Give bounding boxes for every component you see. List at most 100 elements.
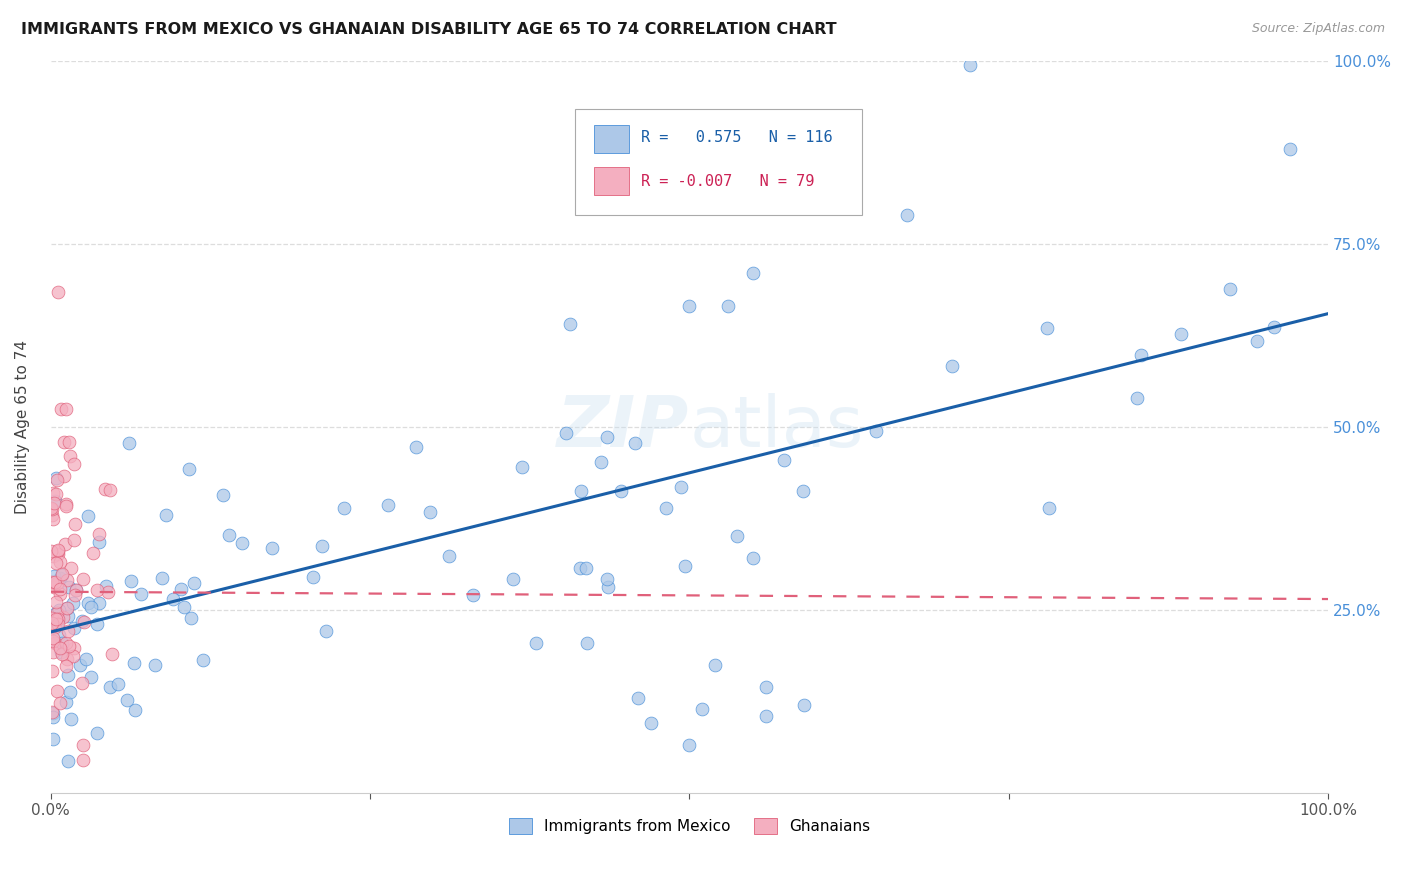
Point bbox=[524, 636, 547, 650]
Point bbox=[610, 483, 633, 498]
Point bbox=[63, 517, 86, 532]
Point bbox=[44, 494, 66, 508]
Point bbox=[62, 596, 84, 610]
Point bbox=[755, 680, 778, 694]
Point bbox=[59, 712, 82, 726]
Point bbox=[56, 574, 79, 588]
Point bbox=[865, 424, 887, 438]
Point bbox=[46, 544, 69, 558]
Point bbox=[42, 706, 65, 720]
Point bbox=[58, 640, 80, 654]
Point bbox=[1219, 281, 1241, 295]
Point bbox=[96, 579, 118, 593]
Point bbox=[55, 659, 77, 673]
Point bbox=[332, 500, 354, 515]
Point bbox=[510, 459, 533, 474]
Point bbox=[120, 574, 142, 588]
Point bbox=[569, 560, 592, 574]
Point bbox=[45, 606, 67, 620]
Point bbox=[49, 587, 72, 601]
Point bbox=[941, 359, 963, 373]
Point bbox=[52, 434, 75, 449]
Point bbox=[59, 450, 82, 464]
Point bbox=[63, 588, 86, 602]
Point bbox=[1246, 334, 1268, 348]
Point bbox=[793, 698, 815, 713]
Point bbox=[704, 657, 727, 672]
Point bbox=[70, 675, 93, 690]
Point bbox=[46, 684, 69, 698]
Text: R =   0.575   N = 116: R = 0.575 N = 116 bbox=[641, 130, 832, 145]
Point bbox=[82, 546, 104, 560]
Point bbox=[41, 622, 63, 636]
Point bbox=[75, 652, 97, 666]
Point bbox=[780, 178, 803, 193]
Point bbox=[1036, 321, 1059, 335]
Point bbox=[62, 648, 84, 663]
Point bbox=[596, 430, 619, 444]
Point bbox=[41, 664, 63, 678]
Point bbox=[89, 596, 111, 610]
Point bbox=[717, 299, 740, 313]
Point bbox=[46, 473, 69, 487]
Point bbox=[55, 401, 77, 416]
Point bbox=[502, 572, 524, 586]
Point bbox=[690, 702, 713, 716]
Point bbox=[41, 616, 63, 631]
Point bbox=[177, 461, 200, 475]
Point bbox=[959, 58, 981, 72]
Point bbox=[56, 668, 79, 682]
Point bbox=[150, 571, 173, 585]
Point bbox=[72, 753, 94, 767]
Point bbox=[70, 614, 93, 628]
Point bbox=[45, 612, 67, 626]
Point bbox=[46, 543, 69, 558]
Point bbox=[742, 266, 765, 280]
Point bbox=[80, 670, 103, 684]
Point bbox=[262, 541, 284, 556]
Legend: Immigrants from Mexico, Ghanaians: Immigrants from Mexico, Ghanaians bbox=[503, 812, 876, 840]
Text: ZIP: ZIP bbox=[557, 392, 689, 461]
Point bbox=[45, 471, 67, 485]
Point bbox=[42, 580, 65, 594]
Point bbox=[302, 570, 325, 584]
Point bbox=[575, 561, 598, 575]
Point bbox=[98, 483, 121, 497]
Point bbox=[122, 656, 145, 670]
Point bbox=[55, 497, 77, 511]
Point bbox=[124, 703, 146, 717]
Point bbox=[596, 572, 619, 586]
Point bbox=[44, 574, 66, 589]
Point bbox=[63, 533, 86, 547]
Point bbox=[48, 285, 70, 299]
Point bbox=[45, 556, 67, 570]
Point bbox=[41, 732, 63, 747]
Point bbox=[59, 684, 82, 698]
Point bbox=[98, 681, 121, 695]
Point bbox=[93, 483, 115, 497]
Point bbox=[86, 616, 108, 631]
Point bbox=[1170, 326, 1192, 341]
Point bbox=[180, 611, 202, 625]
Point bbox=[41, 501, 63, 516]
FancyBboxPatch shape bbox=[593, 168, 630, 195]
Point bbox=[42, 645, 65, 659]
Point bbox=[41, 544, 63, 558]
Point bbox=[58, 434, 80, 449]
Point bbox=[45, 595, 67, 609]
Point bbox=[49, 555, 72, 569]
Point bbox=[463, 588, 485, 602]
Point bbox=[377, 498, 399, 512]
Point bbox=[45, 576, 67, 591]
Point bbox=[183, 576, 205, 591]
Point bbox=[624, 436, 647, 450]
Point bbox=[115, 693, 138, 707]
Point bbox=[640, 716, 662, 731]
Point bbox=[191, 653, 214, 667]
Point bbox=[76, 596, 98, 610]
Point bbox=[55, 499, 77, 513]
Text: Source: ZipAtlas.com: Source: ZipAtlas.com bbox=[1251, 22, 1385, 36]
Text: R = -0.007   N = 79: R = -0.007 N = 79 bbox=[641, 174, 814, 189]
Point bbox=[46, 612, 69, 626]
Point bbox=[173, 599, 195, 614]
